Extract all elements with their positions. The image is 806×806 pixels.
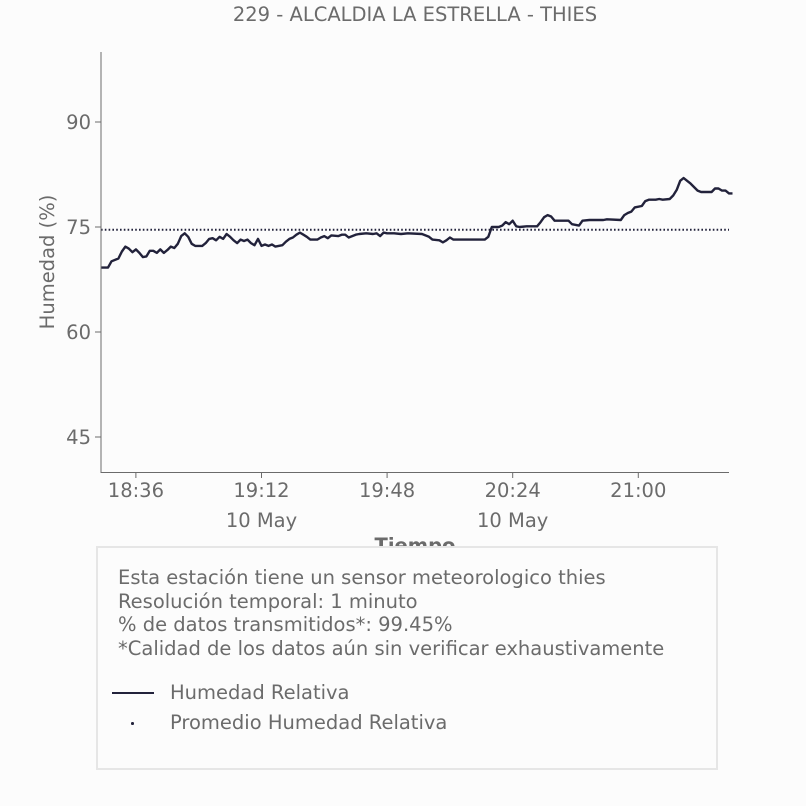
- y-tick-label: 60: [66, 321, 91, 344]
- x-tick-date-label: 10 May: [477, 509, 548, 532]
- plot-area: [101, 176, 733, 269]
- legend-label-promedio: Promedio Humedad Relativa: [170, 711, 448, 734]
- legend-label-humedad: Humedad Relativa: [170, 681, 350, 704]
- y-tick-label: 45: [66, 426, 91, 449]
- x-tick-label: 20:24: [485, 479, 541, 502]
- y-tick-label: 75: [66, 216, 91, 239]
- humidity-line-chart: 229 - ALCALDIA LA ESTRELLA - THIES 45 60 7…: [36, 3, 733, 557]
- info-panel: Esta estación tiene un sensor meteorolog…: [96, 546, 718, 770]
- x-axis: 18:36 19:12 10 May 19:48 20:24 10 May 21:00: [101, 472, 729, 532]
- info-line-sensor: Esta estación tiene un sensor meteorolog…: [118, 566, 606, 589]
- info-line-resolution: Resolución temporal: 1 minuto: [118, 589, 418, 613]
- y-axis: 45 60 75 90: [66, 52, 102, 473]
- y-tick-label: 90: [66, 111, 91, 134]
- info-text: Esta estación tiene un sensor meteorolog…: [118, 566, 664, 660]
- info-line-quality: *Calidad de los datos aún sin verificar …: [118, 636, 665, 660]
- chart-title: 229 - ALCALDIA LA ESTRELLA - THIES: [233, 3, 597, 26]
- y-axis-label: Humedad (%): [36, 195, 59, 330]
- x-tick-label: 18:36: [108, 479, 164, 502]
- legend-dotted-line-icon: [110, 710, 156, 736]
- x-tick-label: 19:12: [233, 479, 289, 502]
- x-tick-label: 21:00: [610, 479, 666, 502]
- humidity-series-line: [101, 176, 733, 269]
- x-tick-label: 19:48: [359, 479, 415, 502]
- x-tick-date-label: 10 May: [226, 509, 297, 532]
- info-line-transmitted: % de datos transmitidos*: 99.45%: [118, 613, 453, 636]
- legend-solid-line-icon: [110, 680, 156, 706]
